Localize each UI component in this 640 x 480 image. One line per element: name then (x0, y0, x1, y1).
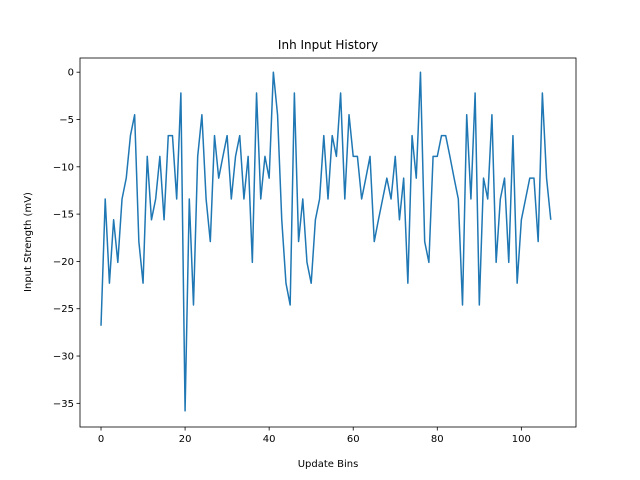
x-tick-label: 60 (347, 434, 360, 445)
y-tick-label: −30 (53, 352, 74, 363)
x-tick-label: 40 (263, 434, 276, 445)
y-tick-label: −15 (53, 210, 74, 221)
y-tick-label: −35 (53, 399, 74, 410)
series-line-0 (100, 71, 552, 412)
y-tick-label: −25 (53, 304, 74, 315)
axes-frame (79, 57, 577, 428)
x-tick-label: 100 (512, 434, 531, 445)
y-axis-label: Input Strength (mV) (23, 192, 34, 292)
y-tick-label: −5 (59, 115, 74, 126)
y-tick-label: −20 (53, 257, 74, 268)
x-tick-label: 20 (179, 434, 192, 445)
y-tick-label: 0 (68, 68, 74, 79)
x-tick-label: 80 (431, 434, 444, 445)
plot-area: 0 20 40 60 80 100 0 −5 −10 −15 −20 −25 −30 −35 (53, 57, 577, 445)
y-tick-label: −10 (53, 162, 74, 173)
x-tick-label: 0 (98, 434, 104, 445)
x-axis-label: Update Bins (298, 459, 359, 470)
chart-title: Inh Input History (278, 38, 378, 52)
